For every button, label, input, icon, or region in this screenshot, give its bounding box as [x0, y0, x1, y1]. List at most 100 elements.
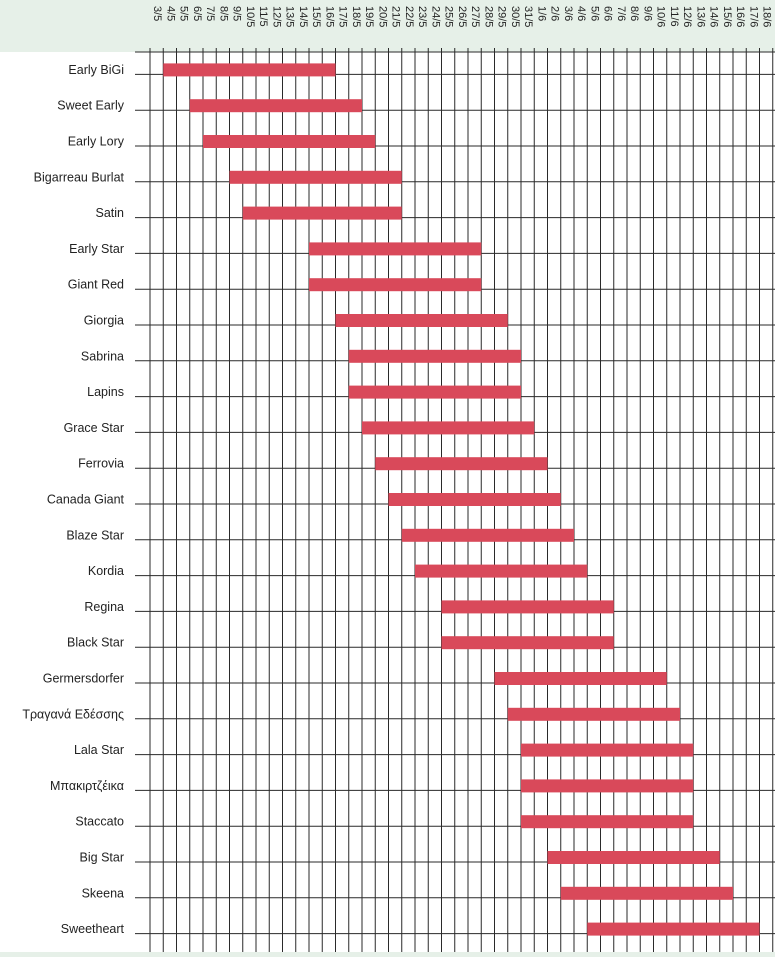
date-tick-label: 9/6	[641, 6, 653, 21]
category-label: Kordia	[88, 564, 124, 578]
category-label: Regina	[84, 600, 124, 614]
date-tick-label: 17/6	[747, 6, 759, 27]
label-column	[0, 52, 135, 952]
date-tick-label: 1/6	[535, 6, 547, 21]
date-tick-label: 5/6	[588, 6, 600, 21]
bar-8	[348, 349, 521, 363]
category-label: Giorgia	[84, 314, 124, 328]
date-tick-label: 15/5	[310, 6, 322, 27]
date-tick-label: 26/5	[456, 6, 468, 27]
date-tick-label: 27/5	[469, 6, 481, 27]
category-label: Satin	[96, 206, 125, 220]
date-tick-label: 11/6	[668, 6, 680, 27]
bar-23	[560, 886, 733, 900]
date-tick-label: 14/6	[708, 6, 720, 27]
date-tick-label: 12/5	[270, 6, 282, 27]
date-tick-label: 3/6	[562, 6, 574, 21]
category-label: Germersdorfer	[43, 672, 124, 686]
bar-2	[203, 135, 376, 148]
date-tick-label: 16/6	[734, 6, 746, 27]
category-labels: Early BiGi Sweet Early Early Lory Bigarreau…	[22, 63, 124, 936]
date-tick-label: 21/5	[390, 6, 402, 27]
date-tick-label: 6/6	[602, 6, 614, 21]
category-label: Blaze Star	[66, 528, 124, 542]
date-tick-label: 19/6	[774, 6, 775, 27]
bar-21	[521, 815, 694, 829]
bar-18	[507, 707, 680, 721]
bar-19	[521, 743, 694, 757]
date-tick-label: 10/5	[244, 6, 256, 27]
date-tick-label: 2/6	[549, 6, 561, 21]
date-tick-label: 10/6	[655, 6, 667, 27]
date-tick-label: 5/5	[178, 6, 190, 21]
date-tick-label: 24/5	[429, 6, 441, 27]
date-tick-label: 6/5	[191, 6, 203, 21]
category-label: Early Lory	[68, 135, 125, 149]
date-tick-label: 7/5	[204, 6, 216, 21]
bar-5	[309, 242, 482, 256]
date-tick-label: 16/5	[323, 6, 335, 27]
grid-lines	[135, 48, 775, 952]
bars	[163, 63, 760, 936]
category-label: Giant Red	[68, 278, 124, 292]
date-tick-label: 20/5	[376, 6, 388, 27]
bar-20	[521, 779, 694, 793]
category-label: Black Star	[67, 636, 124, 650]
bar-13	[401, 528, 574, 542]
category-label: Ferrovia	[78, 457, 124, 471]
category-label: Sweetheart	[61, 922, 125, 936]
date-tick-label: 18/6	[761, 6, 773, 27]
bar-14	[415, 564, 588, 578]
category-label: Sabrina	[81, 349, 124, 363]
date-tick-label: 25/5	[443, 6, 455, 27]
date-tick-label: 3/5	[151, 6, 163, 21]
category-label: Τραγανά Εδέσσης	[22, 707, 124, 721]
bar-7	[335, 314, 508, 327]
date-tick-labels: 3/5 4/5 5/5 6/5 7/5 8/5 9/5 10/5 11/5 12/5 13/5 14/…	[151, 6, 775, 27]
date-tick-label: 13/6	[694, 6, 706, 27]
bar-9	[348, 385, 521, 399]
category-label: Big Star	[80, 851, 124, 865]
bar-22	[547, 851, 720, 864]
bar-24	[587, 922, 760, 936]
category-label: Lala Star	[74, 743, 124, 757]
date-tick-label: 4/5	[164, 6, 176, 21]
date-tick-label: 11/5	[257, 6, 269, 27]
category-label: Grace Star	[64, 421, 124, 435]
bar-6	[309, 278, 482, 292]
category-label: Sweet Early	[57, 99, 124, 113]
date-tick-label: 22/5	[403, 6, 415, 27]
bar-3	[229, 170, 402, 184]
category-label: Early BiGi	[68, 63, 124, 77]
bar-4	[242, 206, 402, 220]
category-label: Bigarreau Burlat	[34, 170, 125, 184]
bar-17	[494, 672, 667, 685]
bar-16	[441, 636, 614, 650]
date-tick-label: 18/5	[350, 6, 362, 27]
date-tick-label: 8/6	[628, 6, 640, 21]
category-label: Staccato	[75, 815, 124, 829]
bar-0	[163, 63, 336, 77]
date-tick-label: 19/5	[363, 6, 375, 27]
bar-1	[189, 99, 362, 113]
date-tick-label: 4/6	[575, 6, 587, 21]
date-tick-label: 8/5	[217, 6, 229, 21]
date-tick-label: 12/6	[681, 6, 693, 27]
date-tick-label: 30/5	[509, 6, 521, 27]
bar-10	[362, 421, 535, 435]
date-tick-label: 17/5	[337, 6, 349, 27]
date-tick-label: 7/6	[615, 6, 627, 21]
category-label: Μπακιρτζέικα	[50, 779, 124, 793]
date-tick-label: 31/5	[522, 6, 534, 27]
bar-15	[441, 600, 614, 614]
date-tick-label: 13/5	[284, 6, 296, 27]
bar-11	[375, 457, 548, 471]
date-tick-label: 14/5	[297, 6, 309, 27]
category-label: Early Star	[69, 242, 124, 256]
date-tick-label: 28/5	[482, 6, 494, 27]
category-label: Skeena	[82, 886, 124, 900]
bar-12	[388, 493, 561, 506]
category-label: Canada Giant	[47, 493, 125, 507]
date-tick-label: 9/5	[231, 6, 243, 21]
